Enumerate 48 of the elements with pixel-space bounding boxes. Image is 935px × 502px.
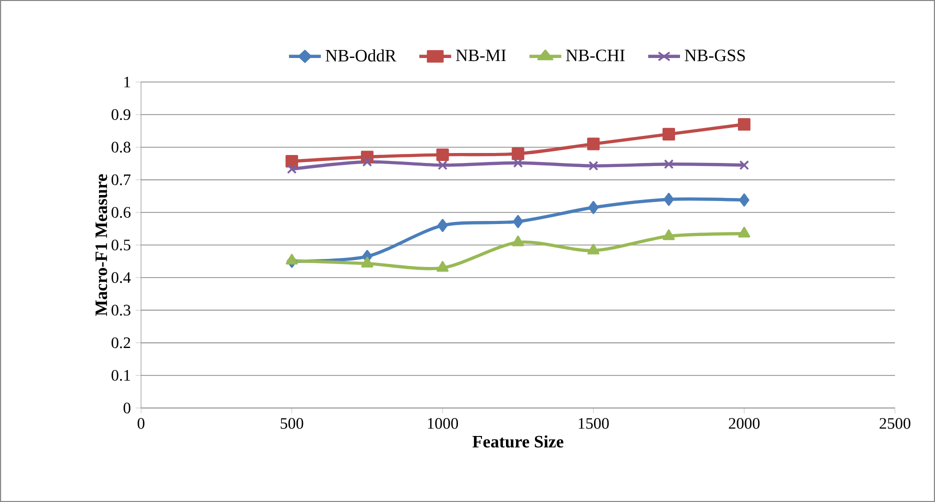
point [662, 229, 675, 240]
y-tick-label: 1 [124, 76, 130, 88]
point [662, 128, 676, 140]
legend-label: NB-GSS [684, 50, 745, 62]
x-tick-label: 0 [138, 418, 144, 429]
y-tick-label: 0.2 [112, 337, 130, 348]
point [286, 164, 297, 174]
x-tick-label: 1000 [428, 418, 458, 429]
legend-label: NB-OddR [326, 49, 396, 62]
y-tick-label: 0 [124, 402, 130, 414]
point [664, 159, 674, 170]
y-tick-label: 0.7 [112, 174, 131, 186]
y-axis-title: Macro-F1 Measure [96, 174, 108, 316]
y-tick-label: 0.4 [112, 272, 131, 284]
point [588, 160, 598, 171]
legend-label: NB-MI [456, 50, 506, 62]
point [512, 236, 524, 246]
point [286, 154, 298, 168]
x-tick-label: 2000 [728, 418, 760, 429]
x-axis-title: Feature Size [472, 435, 564, 448]
point [362, 156, 372, 167]
y-tick-label: 0.5 [112, 240, 130, 250]
point [664, 192, 674, 206]
point [286, 254, 298, 265]
y-tick-label: 0.3 [112, 304, 130, 316]
legend-label: NB-CHI [566, 50, 625, 62]
point [738, 226, 750, 238]
point [738, 118, 750, 131]
point [437, 218, 448, 232]
point [513, 158, 523, 168]
y-tick-label: 0.8 [112, 142, 130, 153]
point [436, 261, 449, 272]
y-tick-label: 0.1 [112, 370, 130, 381]
point [438, 160, 448, 170]
y-tick-label: 0.6 [112, 206, 131, 218]
point [587, 138, 600, 150]
point [512, 147, 524, 160]
y-tick-label: 0.9 [112, 109, 130, 120]
point [588, 200, 599, 214]
x-tick-label: 500 [280, 418, 304, 429]
x-tick-label: 2500 [880, 418, 910, 429]
point [436, 148, 449, 161]
point [739, 193, 750, 207]
point [512, 215, 524, 228]
point [587, 244, 600, 254]
x-tick-label: 1500 [578, 418, 609, 429]
point [361, 256, 374, 268]
point [739, 160, 750, 170]
